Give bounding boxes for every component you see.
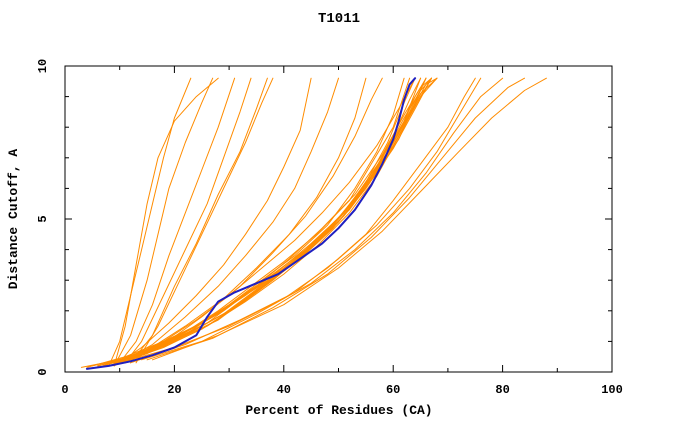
series-group <box>80 77 547 370</box>
x-axis-label: Percent of Residues (CA) <box>245 403 432 418</box>
y-tick-label: 5 <box>36 215 50 222</box>
model-curve <box>108 77 367 367</box>
y-tick-label: 10 <box>36 59 50 73</box>
x-tick-label: 20 <box>167 383 181 397</box>
best-model-curve <box>85 77 417 370</box>
model-curve <box>124 77 252 364</box>
model-curve <box>135 77 274 364</box>
model-curve <box>91 77 416 367</box>
x-tick-label: 80 <box>495 383 509 397</box>
chart-title: T1011 <box>318 11 360 27</box>
model-curve <box>124 77 383 364</box>
x-tick-label: 0 <box>61 383 68 397</box>
model-curve <box>130 77 482 364</box>
y-axis-label: Distance Cutoff, A <box>6 149 21 290</box>
x-tick-label: 100 <box>601 383 623 397</box>
model-curve <box>146 77 525 361</box>
x-tick-label: 60 <box>386 383 400 397</box>
model-curve <box>119 77 236 364</box>
model-curve <box>124 77 432 364</box>
x-tick-label: 40 <box>277 383 291 397</box>
model-curve <box>102 77 438 367</box>
y-tick-label: 0 <box>36 368 50 375</box>
model-curve <box>113 77 214 367</box>
model-curve <box>130 77 268 364</box>
axes: 0 20 40 60 80 100 0 5 10 <box>36 59 623 397</box>
model-curve <box>119 77 339 364</box>
model-curve <box>141 77 504 361</box>
model-curve <box>113 77 219 367</box>
model-curve <box>113 77 312 367</box>
model-curve <box>152 77 547 361</box>
